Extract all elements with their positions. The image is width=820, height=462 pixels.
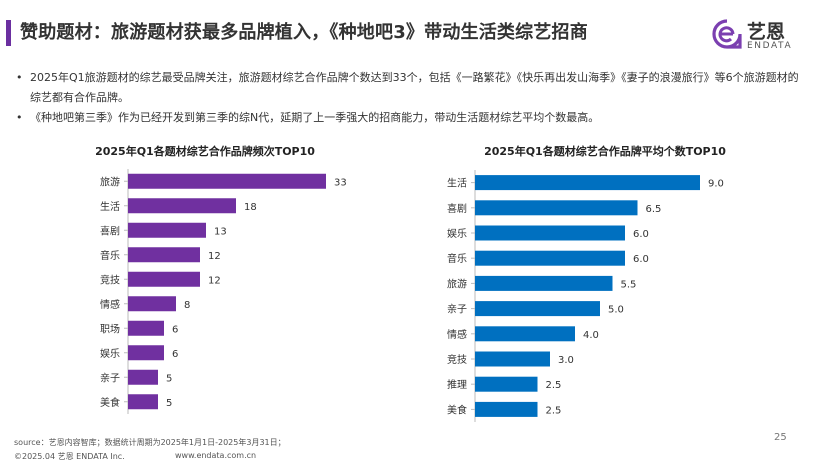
logo-text: 艺恩	[747, 21, 786, 43]
bar	[128, 222, 206, 238]
value-label: 6	[172, 349, 178, 360]
logo-subtext: ENDATA	[747, 41, 793, 51]
bar	[128, 394, 158, 410]
bar	[475, 225, 625, 241]
value-label: 6.0	[633, 254, 649, 265]
value-label: 4.0	[583, 330, 599, 341]
category-label: 旅游	[100, 175, 120, 188]
value-label: 2.5	[546, 380, 562, 391]
bar	[475, 326, 575, 342]
value-label: 6.0	[633, 229, 649, 240]
value-label: 5	[166, 398, 172, 409]
category-label: 情感	[100, 298, 120, 311]
category-label: 情感	[447, 328, 467, 341]
bar	[475, 275, 613, 291]
bullet-item: 《种地吧第三季》作为已经开发到第三季的综N代，延期了上一季强大的招商能力，带动生…	[12, 108, 802, 128]
value-label: 12	[208, 275, 221, 286]
bar	[475, 250, 625, 266]
value-label: 5	[166, 373, 172, 384]
bar	[475, 200, 638, 216]
category-label: 美食	[100, 396, 120, 409]
bar	[128, 247, 200, 263]
bullet-item: 2025年Q1旅游题材的综艺最受品牌关注，旅游题材综艺合作品牌个数达到33个，包…	[12, 68, 802, 108]
category-label: 音乐	[447, 252, 467, 265]
value-label: 13	[214, 226, 227, 237]
brand-frequency-chart-svg: 2025年Q1各题材综艺合作品牌频次TOP10 旅游 33 生活 18 喜剧 13 音乐 12 竞…	[95, 144, 347, 414]
value-label: 3.0	[558, 355, 574, 366]
bar	[128, 173, 326, 189]
category-label: 生活	[447, 177, 467, 190]
bar	[475, 351, 550, 367]
bar	[128, 296, 176, 312]
bar	[128, 320, 164, 336]
value-label: 5.5	[621, 279, 637, 290]
endata-logo[interactable]: 艺恩 ENDATA	[711, 17, 811, 55]
bar	[128, 369, 158, 385]
footer-url[interactable]: www.endata.com.cn	[175, 451, 257, 460]
endata-logo-icon	[712, 19, 742, 49]
category-label: 推理	[447, 378, 467, 391]
bar	[475, 401, 538, 417]
value-label: 6.5	[646, 204, 662, 215]
value-label: 6	[172, 324, 178, 335]
category-label: 竞技	[447, 353, 467, 366]
category-label: 娱乐	[447, 227, 467, 240]
chart-title: 2025年Q1各题材综艺合作品牌平均个数TOP10	[484, 144, 726, 158]
brand-average-chart: 2025年Q1各题材综艺合作品牌平均个数TOP10 生活 9.0 喜剧 6.5 娱乐 6.0…	[420, 140, 810, 430]
category-label: 娱乐	[100, 347, 120, 360]
category-label: 亲子	[100, 371, 120, 384]
value-label: 18	[244, 202, 257, 213]
category-label: 生活	[100, 200, 120, 213]
footer-source: source：艺恩内容智库；数据统计周期为2025年1月1日-2025年3月31…	[14, 438, 286, 447]
chart-title: 2025年Q1各题材综艺合作品牌频次TOP10	[95, 144, 315, 158]
title-accent-bar	[6, 20, 11, 46]
category-label: 亲子	[447, 303, 467, 316]
category-label: 旅游	[447, 277, 467, 290]
value-label: 2.5	[546, 405, 562, 416]
bar	[128, 345, 164, 361]
category-label: 喜剧	[100, 224, 120, 237]
bar	[475, 376, 538, 392]
bar	[475, 301, 600, 317]
footer-copyright: ©2025.04 艺恩 ENDATA Inc.	[14, 452, 125, 461]
value-label: 12	[208, 251, 221, 262]
summary-bullets: 2025年Q1旅游题材的综艺最受品牌关注，旅游题材综艺合作品牌个数达到33个，包…	[12, 68, 802, 128]
value-label: 33	[334, 177, 347, 188]
brand-average-chart-svg: 2025年Q1各题材综艺合作品牌平均个数TOP10 生活 9.0 喜剧 6.5 娱乐 6.0…	[447, 144, 726, 422]
category-label: 音乐	[100, 249, 120, 262]
category-label: 竞技	[100, 273, 120, 286]
bar	[128, 271, 200, 287]
brand-frequency-chart: 2025年Q1各题材综艺合作品牌频次TOP10 旅游 33 生活 18 喜剧 13 音乐 12 竞…	[8, 140, 398, 430]
bar	[128, 198, 236, 214]
category-label: 喜剧	[447, 202, 467, 215]
category-label: 职场	[100, 322, 120, 335]
bar	[475, 175, 700, 191]
value-label: 8	[184, 300, 190, 311]
page-title: 赞助题材：旅游题材获最多品牌植入，《种地吧3》带动生活类综艺招商	[20, 22, 588, 43]
value-label: 9.0	[708, 179, 724, 190]
category-label: 美食	[447, 403, 467, 416]
page-number: 25	[774, 432, 787, 443]
value-label: 5.0	[608, 305, 624, 316]
